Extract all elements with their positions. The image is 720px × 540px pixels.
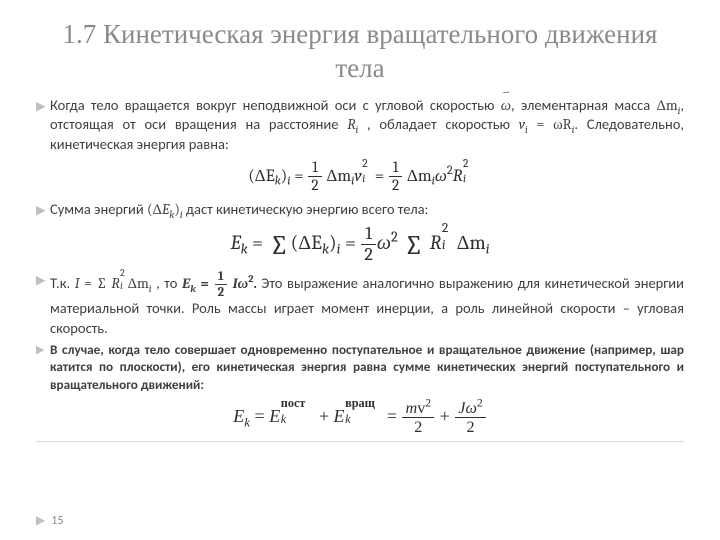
slide: 1.7 Кинетическая энергия вращательного д… (0, 0, 720, 540)
bullet-icon: ▶ (36, 99, 45, 116)
p1-text-a: Когда тело вращается вокруг неподвижной … (50, 96, 501, 114)
equation-Ek-total: Ek = Eпостk + Eвращk = mv22 + Jω22 (36, 400, 684, 435)
I-def: I = ∑ R2iΔmi (75, 275, 152, 292)
bullet-icon: ▶ (36, 203, 45, 220)
equation-Ek-sum: Ek = ∑(ΔEk)i = 12ω2 ∑ R2i Δmi (36, 225, 684, 264)
dmi: Δmi (657, 97, 681, 114)
para-1: ▶ Когда тело вращается вокруг неподвижно… (36, 96, 684, 155)
para-2: ▶ Сумма энергий (ΔEk)i даст кинетическую… (36, 200, 684, 220)
p2-text-a: Сумма энергий (50, 200, 147, 218)
footer: ▶ 15 (36, 513, 63, 528)
p3-sep: , то (152, 274, 182, 292)
delta-Ek-i: (ΔEk)i (147, 201, 183, 218)
vi-eq-wRi: vi = ωRi (519, 116, 575, 133)
equation-delta-Ek: (ΔEk)i = 12 Δmiv2i = 12 Δmiω2R2i (36, 160, 684, 194)
slide-body: ▶ Когда тело вращается вокруг неподвижно… (36, 96, 684, 443)
Ri: Ri (347, 116, 358, 133)
p1-text-d: , обладает скоростью (367, 115, 519, 133)
omega-vec: ω (501, 96, 511, 116)
p3-text-a: Т.к. (50, 274, 75, 292)
page-number: 15 (51, 514, 63, 528)
p2-text-b: даст кинетическую энергию всего тела: (183, 200, 429, 218)
bullet-icon: ▶ (36, 273, 45, 290)
para-3: ▶ Т.к. I = ∑ R2iΔmi , то Ek = 12 Iω2. Эт… (36, 270, 684, 338)
p4-text: В случае, когда тело совершает одновреме… (50, 341, 684, 394)
footer-bullet-icon: ▶ (36, 514, 45, 528)
slide-title: 1.7 Кинетическая энергия вращательного д… (36, 18, 684, 86)
para-4: ▶ В случае, когда тело совершает одновре… (36, 341, 684, 394)
p1-text-b: , элементарная масса (511, 96, 657, 114)
bullet-icon: ▶ (36, 343, 45, 358)
Ek-Iw2: Ek = 12 Iω2. (182, 275, 257, 292)
footer-rule (36, 441, 684, 442)
